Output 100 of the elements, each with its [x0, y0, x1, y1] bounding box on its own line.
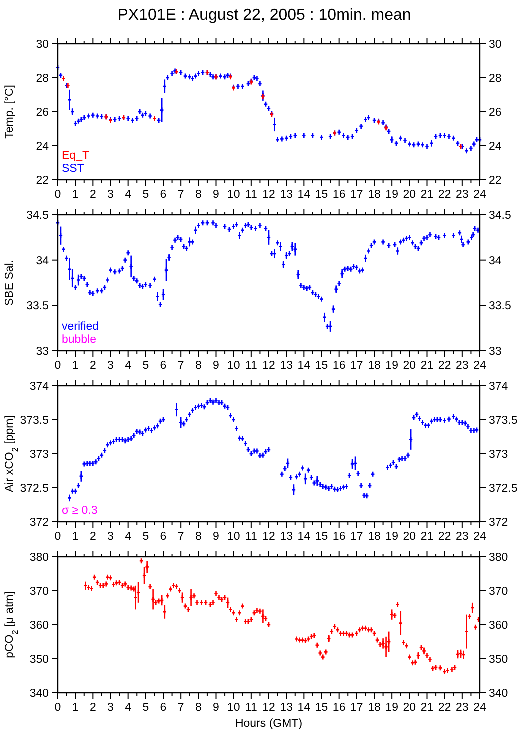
x-tick-label: 0 — [54, 702, 62, 714]
x-tick-label: 9 — [213, 360, 220, 372]
x-tick-label: 14 — [298, 702, 312, 714]
x-tick-label: 24 — [474, 531, 487, 543]
y2-tick-label: 34 — [489, 255, 502, 268]
y-tick-label: 374 — [30, 381, 50, 394]
x-tick-label: 22 — [438, 189, 452, 201]
x-tick-label: 24 — [474, 702, 487, 714]
x-tick-label: 9 — [213, 531, 220, 543]
x-tick-label: 18 — [368, 189, 381, 201]
y2-tick-label: 360 — [489, 620, 508, 632]
x-tick-label: 5 — [142, 189, 150, 201]
text: Eq_T — [62, 150, 90, 162]
chart-title: PX101E : August 22, 2005 : 10min. mean — [118, 7, 412, 24]
x-tick-label: 1 — [72, 360, 79, 372]
x-tick-label: 7 — [178, 702, 184, 714]
x-tick-label: 7 — [178, 531, 184, 543]
y-axis-title: SBE Sal. — [4, 260, 16, 306]
y-tick-label: 373 — [30, 449, 49, 462]
y-tick-label: 24 — [36, 141, 50, 154]
x-tick-label: 21 — [420, 189, 434, 201]
x-tick-label: 18 — [368, 531, 381, 543]
y2-tick-label: 350 — [489, 654, 508, 666]
x-tick-label: 4 — [125, 189, 132, 201]
x-tick-label: 10 — [227, 531, 240, 543]
x-tick-label: 12 — [262, 189, 276, 201]
x-tick-label: 14 — [298, 189, 312, 201]
x-tick-label: 17 — [350, 360, 364, 372]
y-tick-label: 33.5 — [26, 300, 49, 313]
x-axis-title: Hours (GMT) — [235, 718, 303, 730]
x-tick-label: 19 — [386, 189, 398, 201]
x-tick-label: 10 — [227, 702, 240, 714]
x-tick-label: 0 — [54, 189, 62, 201]
y2-tick-label: 30 — [489, 39, 502, 52]
x-tick-label: 15 — [315, 360, 328, 372]
x-tick-label: 2 — [90, 360, 96, 372]
x-tick-label: 2 — [90, 531, 96, 543]
text: verified — [62, 321, 100, 333]
x-tick-label: 13 — [280, 531, 293, 543]
x-tick-label: 5 — [142, 531, 150, 543]
x-tick-label: 6 — [160, 531, 167, 543]
x-tick-label: 21 — [420, 360, 434, 372]
x-tick-label: 8 — [195, 360, 202, 372]
x-tick-label: 11 — [245, 531, 258, 543]
x-tick-label: 20 — [403, 702, 416, 714]
x-tick-label: 4 — [125, 702, 132, 714]
x-tick-label: 10 — [227, 189, 240, 201]
x-tick-label: 17 — [350, 702, 364, 714]
x-tick-label: 18 — [368, 360, 381, 372]
y2-tick-label: 372 — [489, 517, 508, 530]
x-tick-label: 14 — [298, 360, 312, 372]
x-tick-label: 8 — [195, 189, 202, 201]
x-tick-label: 23 — [456, 531, 469, 543]
y2-tick-label: 370 — [489, 586, 508, 598]
y2-tick-label: 372.5 — [489, 483, 518, 496]
x-tick-label: 2 — [90, 702, 96, 714]
x-tick-label: 3 — [108, 531, 114, 543]
text: SST — [62, 163, 84, 175]
x-tick-label: 11 — [245, 360, 258, 372]
y-tick-label: 34.5 — [26, 210, 49, 222]
y-axis-title: Temp. [°C] — [4, 85, 16, 139]
x-tick-label: 13 — [280, 189, 293, 201]
x-tick-label: 13 — [280, 702, 293, 714]
x-tick-label: 7 — [178, 360, 184, 372]
x-tick-label: 24 — [474, 360, 487, 372]
x-tick-label: 1 — [72, 531, 79, 543]
y-tick-label: 22 — [36, 175, 49, 188]
y-tick-label: 34 — [36, 255, 50, 268]
x-tick-label: 15 — [315, 189, 328, 201]
x-tick-label: 10 — [227, 360, 240, 372]
x-tick-label: 21 — [420, 702, 434, 714]
x-tick-label: 16 — [332, 531, 346, 543]
x-tick-label: 19 — [386, 702, 398, 714]
x-tick-label: 21 — [420, 531, 434, 543]
y-tick-label: 33 — [36, 346, 49, 358]
y-tick-label: 340 — [30, 688, 49, 700]
x-tick-label: 14 — [298, 531, 312, 543]
y2-tick-label: 373 — [489, 449, 508, 462]
x-tick-label: 24 — [474, 189, 487, 201]
y-tick-label: 373.5 — [20, 415, 49, 428]
y-tick-label: 26 — [36, 107, 49, 120]
y2-tick-label: 26 — [489, 107, 502, 120]
x-tick-label: 1 — [72, 189, 79, 201]
x-tick-label: 13 — [280, 360, 293, 372]
annotation: σ ≥ 0.3 — [62, 505, 98, 517]
x-tick-label: 12 — [262, 531, 276, 543]
x-tick-label: 3 — [108, 360, 114, 372]
x-tick-label: 20 — [403, 531, 416, 543]
y-tick-label: 372.5 — [20, 483, 49, 496]
x-tick-label: 16 — [332, 360, 346, 372]
x-tick-label: 6 — [160, 702, 167, 714]
x-tick-label: 0 — [54, 360, 62, 372]
y-tick-label: 350 — [30, 654, 49, 666]
x-tick-label: 22 — [438, 702, 452, 714]
y-tick-label: 370 — [30, 586, 49, 598]
x-tick-label: 3 — [108, 189, 114, 201]
x-tick-label: 7 — [178, 189, 184, 201]
x-tick-label: 4 — [125, 360, 132, 372]
x-tick-label: 0 — [54, 531, 62, 543]
y-tick-label: 360 — [30, 620, 49, 632]
